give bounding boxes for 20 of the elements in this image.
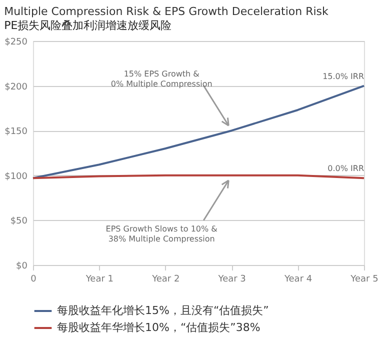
y-tick-label: $50: [10, 216, 28, 227]
legend-label: 每股收益年化增长15%，且没有“估值损失”: [57, 304, 269, 317]
annotation: EPS Growth Slows to 10% & 38% Multiple Compression: [106, 224, 218, 244]
x-tick-label: Year 2: [151, 274, 180, 284]
x-tick-label: Year 4: [283, 274, 312, 284]
annotation: 15.0% IRR: [322, 72, 364, 81]
x-tick-label: Year 5: [350, 274, 378, 284]
chart-subtitle: PE损失风险叠加利润增速放缓风险: [4, 19, 172, 32]
y-tick-label: $150: [4, 127, 28, 138]
annotation: 0.0% IRR: [328, 164, 364, 174]
y-tick-label: $0: [16, 262, 28, 272]
annotation: 15% EPS Growth & 0% Multiple Compression: [110, 70, 212, 89]
x-tick-label: Year 3: [217, 274, 246, 284]
y-tick-label: $250: [4, 38, 28, 48]
legend-label: 每股收益年华增长10%，“估值损失”38%: [57, 321, 260, 334]
x-tick-label: 0: [30, 274, 37, 284]
y-tick-label: $200: [4, 82, 28, 92]
chart-title: Multiple Compression Risk & EPS Growth Deceleration Risk: [4, 5, 330, 18]
x-tick-label: Year 1: [84, 274, 114, 284]
y-tick-label: $100: [4, 172, 28, 182]
